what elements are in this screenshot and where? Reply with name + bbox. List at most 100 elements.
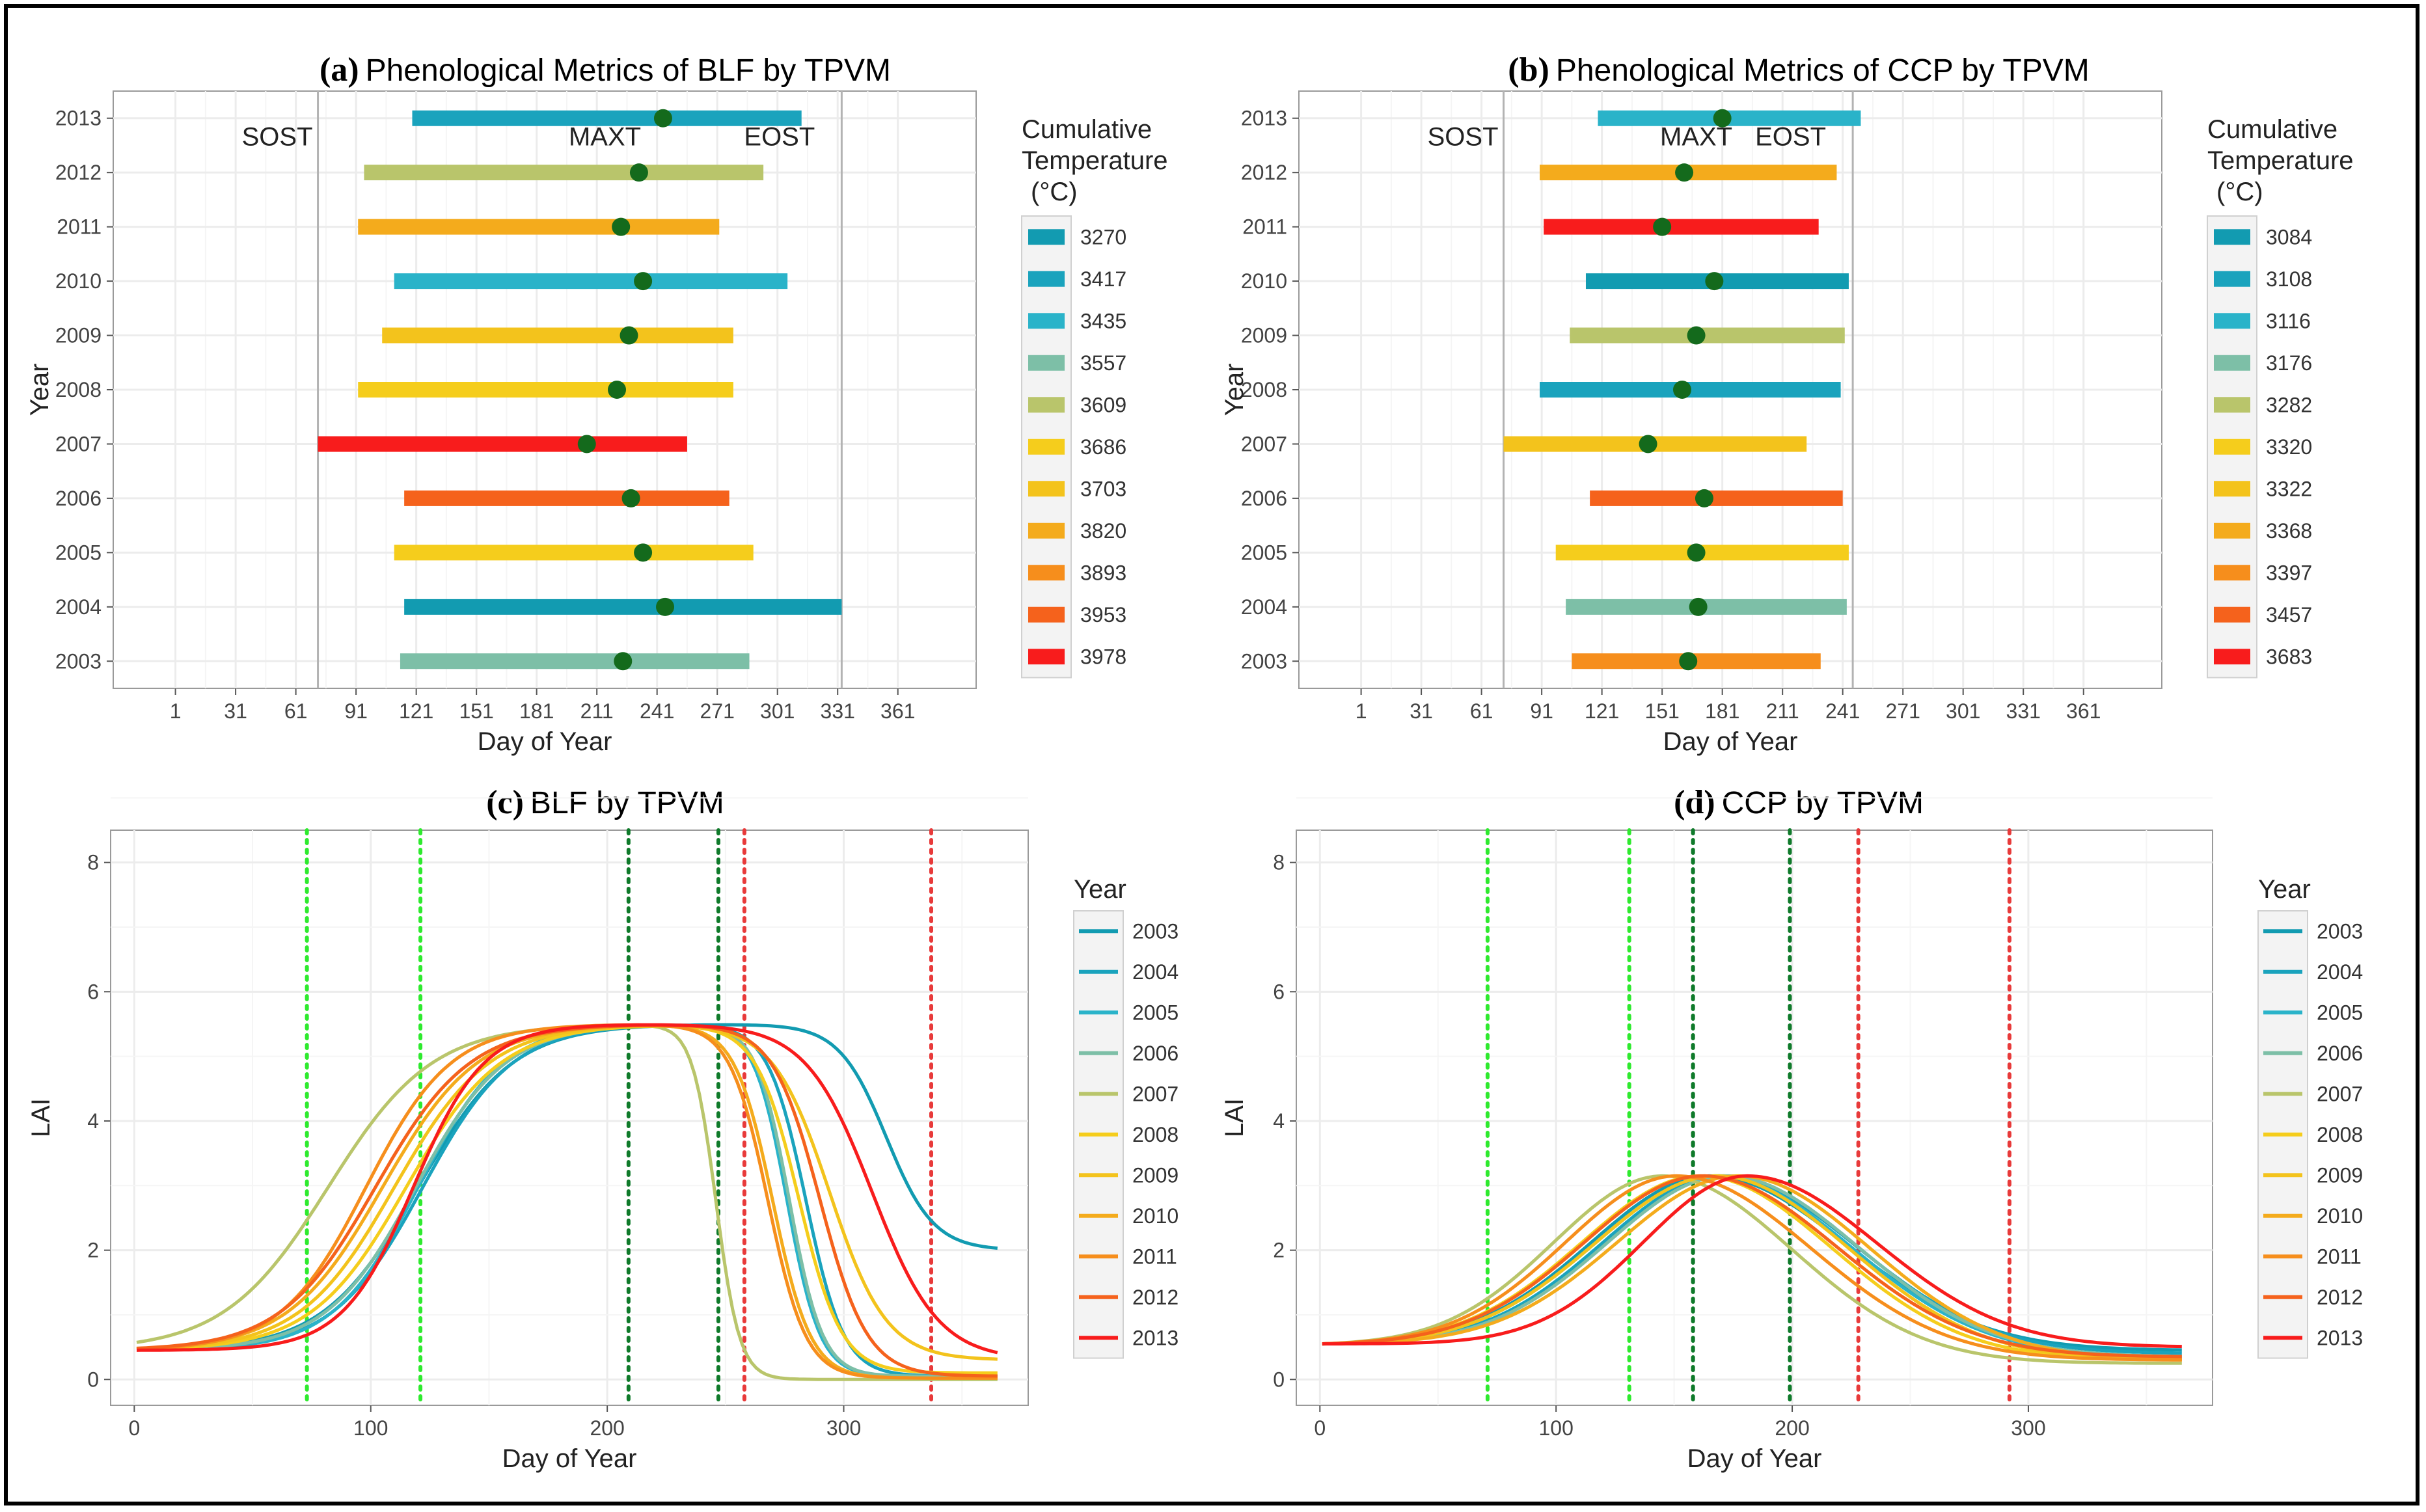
max-point-2007 (1639, 435, 1657, 453)
legend-swatch-3435 (1028, 313, 1065, 329)
max-point-2010 (1705, 272, 1724, 291)
y-tick-label: 2009 (55, 324, 102, 347)
legend-label-3820: 3820 (1080, 519, 1126, 543)
series-line-2012 (1322, 1174, 2182, 1358)
max-point-2012 (629, 163, 648, 182)
legend-swatch-3609 (1028, 397, 1065, 413)
y-tick-label: 2011 (57, 215, 102, 239)
x-axis-title: Day of Year (1663, 727, 1798, 756)
panel-d-label: (d) (1674, 784, 1715, 821)
x-tick-label: 241 (1825, 699, 1860, 723)
legend-label-2009: 2009 (2317, 1163, 2363, 1187)
x-tick-label: 151 (459, 699, 493, 723)
legend-label-2005: 2005 (2317, 1001, 2363, 1024)
x-tick-label: 0 (1314, 1416, 1326, 1440)
x-tick-label: 91 (344, 699, 368, 723)
panel-c-label: (c) (486, 784, 524, 821)
legend-swatch-3176 (2214, 355, 2250, 371)
y-tick-label: 2 (87, 1239, 99, 1262)
legend-title: Temperature (2207, 146, 2354, 175)
legend-swatch-3084 (2214, 229, 2250, 245)
x-axis-title: Day of Year (502, 1444, 637, 1473)
series-line-2013 (136, 1023, 998, 1355)
legend-swatch-3703 (1028, 481, 1065, 497)
panel-b-title: (b) Phenological Metrics of CCP by TPVM (1213, 51, 2384, 89)
y-axis-title: Year (1220, 364, 1249, 416)
y-tick-label: 0 (1273, 1368, 1285, 1391)
max-point-2013 (653, 109, 672, 128)
max-point-2008 (608, 381, 627, 399)
y-tick-label: 2012 (55, 161, 102, 184)
legend-label-2013: 2013 (2317, 1326, 2363, 1349)
x-tick-label: 0 (128, 1416, 140, 1440)
max-point-2008 (1672, 381, 1691, 399)
y-tick-label: 2005 (55, 541, 102, 564)
legend-title: Temperature (1022, 146, 1168, 175)
gantt-chart-a: 1 31 61 91 121 151 181 211 241 271 301 331 361 2003 20… (25, 90, 1168, 756)
max-point-2003 (614, 652, 633, 671)
x-tick-label: 100 (353, 1416, 388, 1440)
legend-swatch-3322 (2214, 481, 2250, 497)
plot-area (110, 830, 1029, 1406)
x-tick-label: 31 (224, 699, 247, 723)
legend-label-2008: 2008 (1132, 1123, 1179, 1146)
y-tick-label: 2005 (1241, 541, 1287, 564)
y-tick-label: 2004 (55, 595, 102, 619)
legend-title: (°C) (1031, 178, 1078, 206)
y-tick-label: 2010 (1241, 269, 1287, 293)
x-tick-label: 361 (880, 699, 915, 723)
x-tick-label: 361 (2066, 699, 2101, 723)
y-tick-label: 4 (87, 1109, 99, 1133)
panel-b-label: (b) (1508, 51, 1549, 88)
max-point-2010 (634, 272, 653, 291)
panel-d: (d) CCP by TPVM 0 100 200 300 0 2 4 6 8 Day of Yea… (1213, 768, 2426, 1512)
legend-label-2005: 2005 (1132, 1001, 1179, 1024)
y-tick-label: 2012 (1241, 161, 1287, 184)
x-tick-label: 331 (821, 699, 855, 723)
gantt-chart-b: 1 31 61 91 121 151 181 211 241 271 301 331 361 2003 20… (1220, 90, 2354, 756)
legend-swatch-3557 (1028, 355, 1065, 371)
x-tick-label: 121 (399, 699, 433, 723)
x-tick-label: 241 (640, 699, 674, 723)
legend-label-2004: 2004 (1132, 960, 1179, 984)
y-tick-label: 4 (1273, 1109, 1285, 1133)
panel-a-label: (a) (319, 51, 359, 88)
max-point-2013 (1713, 109, 1732, 128)
panel-c-title: (c) BLF by TPVM (20, 783, 1191, 822)
legend-swatch-3116 (2214, 313, 2250, 329)
reference-label-sost: SOST (1428, 123, 1499, 152)
series-line-2009 (136, 1024, 998, 1361)
max-point-2004 (656, 597, 675, 616)
legend-swatch-3683 (2214, 649, 2250, 665)
legend-label-3609: 3609 (1080, 393, 1126, 416)
y-tick-label: 2008 (55, 378, 102, 401)
y-tick-label: 2006 (1241, 487, 1287, 510)
x-tick-label: 300 (2011, 1416, 2045, 1440)
x-tick-label: 200 (1775, 1416, 1809, 1440)
legend-swatch-3320 (2214, 439, 2250, 455)
x-tick-label: 61 (284, 699, 308, 723)
x-tick-label: 151 (1644, 699, 1679, 723)
legend-label-3703: 3703 (1080, 477, 1126, 500)
y-tick-label: 2004 (1241, 595, 1287, 619)
legend-swatch-3686 (1028, 439, 1065, 455)
x-tick-label: 91 (1530, 699, 1553, 723)
y-tick-label: 2009 (1241, 324, 1287, 347)
panel-c: (c) BLF by TPVM 0 100 200 300 0 2 4 6 8 Day of Yea… (0, 768, 1213, 1512)
y-tick-label: 2011 (1242, 215, 1287, 239)
legend-swatch-3820 (1028, 522, 1065, 539)
legend-label-3368: 3368 (2266, 519, 2312, 543)
legend-label-3322: 3322 (2266, 477, 2312, 500)
legend-label-2010: 2010 (2317, 1204, 2363, 1228)
x-tick-label: 100 (1538, 1416, 1573, 1440)
legend-swatch-3282 (2214, 397, 2250, 413)
legend-title: Year (2258, 875, 2311, 904)
x-tick-label: 271 (700, 699, 735, 723)
max-point-2011 (1653, 217, 1672, 236)
y-tick-label: 2013 (55, 107, 102, 130)
y-tick-label: 2010 (55, 269, 102, 293)
legend-label-3683: 3683 (2266, 645, 2312, 668)
legend-label-2012: 2012 (2317, 1286, 2363, 1309)
legend-label-2006: 2006 (1132, 1042, 1179, 1065)
y-axis-title: LAI (27, 1098, 55, 1137)
